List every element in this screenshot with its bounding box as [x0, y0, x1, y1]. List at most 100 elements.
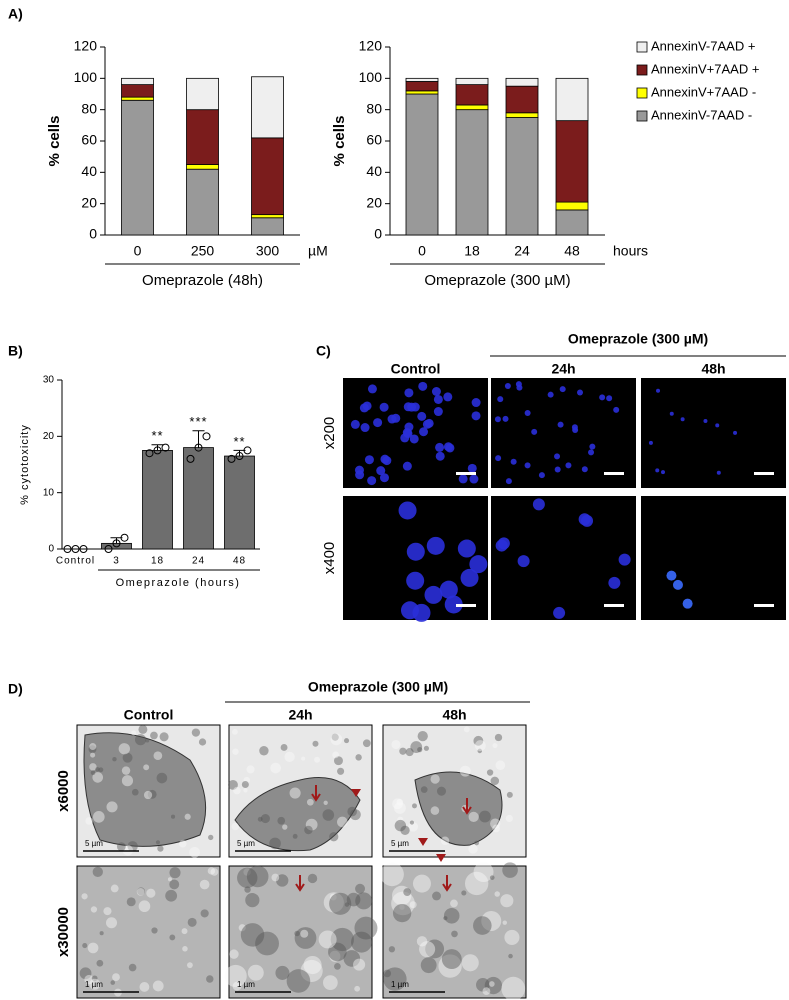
- arrow: [462, 798, 472, 815]
- texture: [354, 916, 378, 940]
- texture: [383, 967, 407, 991]
- texture: [505, 814, 513, 822]
- texture: [392, 903, 412, 923]
- nucleus: [360, 423, 370, 433]
- scale-bar: [604, 604, 624, 607]
- arrow: [442, 875, 452, 892]
- texture: [91, 975, 98, 982]
- texture: [88, 745, 97, 754]
- nucleus: [524, 410, 531, 417]
- bar-segment: [455, 109, 489, 236]
- texture: [112, 973, 120, 982]
- texture: [260, 814, 270, 824]
- texture: [233, 786, 241, 795]
- y-tick-label: 0: [48, 544, 54, 555]
- texture: [300, 929, 309, 938]
- texture: [330, 733, 343, 746]
- arrowhead: [418, 838, 428, 846]
- texture: [463, 726, 470, 733]
- texture: [329, 892, 352, 915]
- texture: [246, 765, 255, 774]
- texture: [286, 969, 311, 993]
- x-tick-label: 3: [113, 556, 120, 567]
- scale-bar: [754, 604, 774, 607]
- micrograph: [491, 378, 636, 488]
- texture: [506, 791, 513, 798]
- texture: [81, 893, 88, 900]
- texture: [198, 738, 207, 746]
- texture: [150, 731, 158, 740]
- texture: [430, 806, 440, 815]
- texture: [392, 885, 412, 906]
- texture: [322, 809, 335, 821]
- texture: [95, 767, 100, 772]
- x-tick-label: 250: [191, 243, 215, 259]
- texture: [145, 738, 150, 743]
- cell: [414, 771, 503, 846]
- nucleus: [387, 414, 397, 424]
- bar: [183, 447, 214, 550]
- texture: [189, 846, 201, 858]
- texture: [289, 787, 301, 799]
- x-axis-label: Omeprazole (48h): [142, 272, 263, 289]
- texture: [90, 770, 96, 776]
- bar-segment: [405, 93, 439, 236]
- bar-segment: [555, 209, 589, 236]
- data-point: [243, 446, 252, 455]
- texture: [468, 811, 479, 822]
- nucleus: [682, 598, 693, 609]
- column-label: 48h: [442, 707, 466, 723]
- texture: [105, 917, 118, 929]
- texture: [349, 809, 361, 821]
- column-label: 48h: [701, 361, 725, 377]
- nucleus: [502, 415, 509, 422]
- nucleus: [435, 442, 445, 452]
- legend-label: AnnexinV-7AAD +: [651, 38, 755, 53]
- column-label: Control: [391, 361, 441, 377]
- texture: [135, 734, 147, 746]
- error-bar: [192, 430, 205, 448]
- texture: [103, 907, 112, 916]
- texture: [232, 981, 242, 991]
- nucleus: [608, 576, 621, 589]
- texture: [155, 840, 161, 845]
- nucleus: [407, 402, 417, 412]
- nucleus: [581, 466, 588, 473]
- texture: [403, 888, 412, 897]
- texture: [82, 942, 88, 949]
- nucleus: [497, 396, 504, 403]
- texture: [420, 786, 428, 793]
- texture: [417, 731, 428, 742]
- bar-segment: [555, 120, 589, 203]
- texture: [121, 766, 131, 775]
- legend-label: AnnexinV+7AAD -: [651, 84, 756, 99]
- legend-label: AnnexinV-7AAD -: [651, 107, 752, 122]
- data-point: [104, 545, 113, 553]
- texture: [303, 955, 322, 975]
- nucleus: [443, 392, 453, 402]
- texture: [156, 772, 168, 784]
- texture: [165, 889, 178, 902]
- nucleus: [572, 426, 579, 433]
- micrograph: [641, 378, 786, 488]
- nucleus: [443, 442, 453, 452]
- texture: [490, 818, 501, 829]
- texture: [468, 844, 478, 854]
- nucleus: [716, 470, 721, 475]
- y-tick-label: 60: [81, 132, 97, 148]
- nucleus: [367, 476, 377, 486]
- significance: **: [233, 434, 245, 449]
- nucleus: [680, 417, 685, 422]
- texture: [391, 739, 401, 750]
- texture: [240, 923, 265, 947]
- nucleus: [669, 411, 674, 416]
- texture: [121, 775, 134, 787]
- texture: [399, 904, 405, 910]
- texture: [495, 760, 506, 771]
- texture: [241, 780, 249, 788]
- y-tick-label: 80: [81, 100, 97, 116]
- texture: [419, 941, 436, 958]
- texture: [408, 821, 419, 832]
- micrograph: [382, 865, 527, 999]
- data-point: [186, 454, 195, 463]
